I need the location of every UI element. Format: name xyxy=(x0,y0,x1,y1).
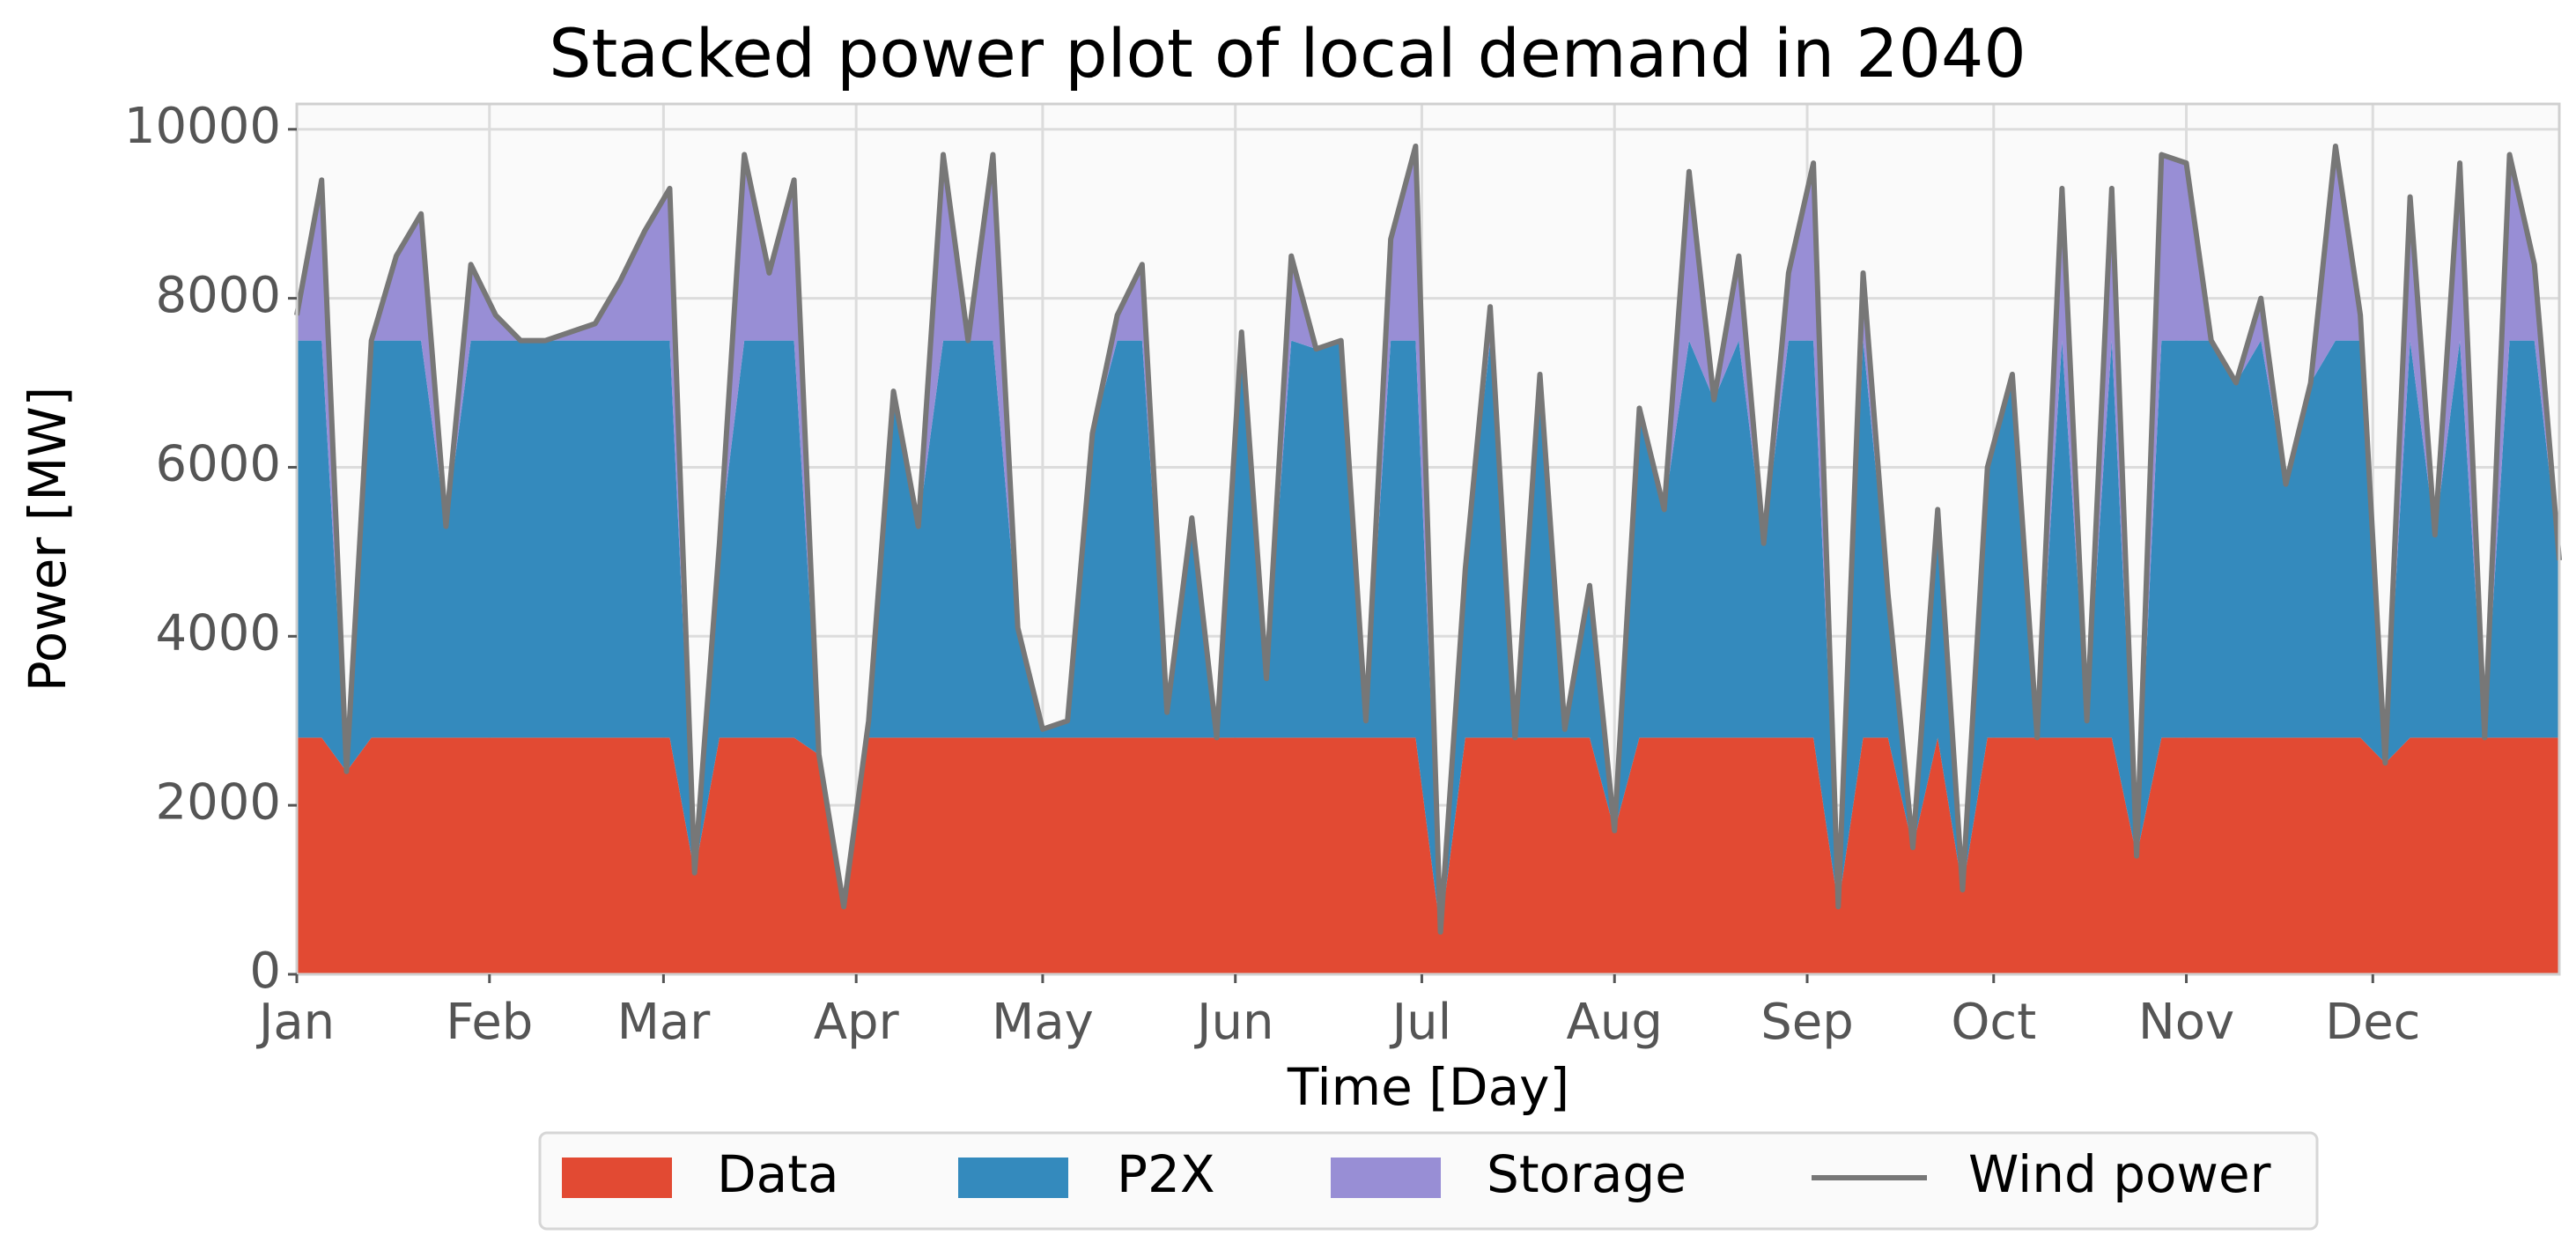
chart-title: Stacked power plot of local demand in 20… xyxy=(549,14,2026,92)
stacked-area xyxy=(297,340,2559,933)
plot-frame xyxy=(295,102,2561,976)
x-tick-label: Apr xyxy=(814,994,900,1051)
x-tick-label: Aug xyxy=(1567,994,1663,1051)
line xyxy=(294,143,2562,936)
legend-label: Storage xyxy=(1487,1144,1687,1204)
x-tick-label: Dec xyxy=(2325,994,2420,1051)
y-tick-label: 2000 xyxy=(155,773,281,831)
x-tick-label: Mar xyxy=(617,994,712,1051)
legend-swatch xyxy=(1331,1158,1441,1198)
y-tick-label: 6000 xyxy=(155,436,281,493)
x-tick-label: Jan xyxy=(256,994,335,1051)
x-tick-label: Sep xyxy=(1760,994,1854,1051)
ticks: 0 2000 4000 6000 8000 10000 Jan Feb Mar Apr May Jun… xyxy=(124,98,2421,1051)
legend-label: Wind power xyxy=(1968,1144,2271,1204)
x-tick-label: Oct xyxy=(1951,994,2036,1051)
legend: Data P2X Storage Wind power xyxy=(562,1144,2271,1204)
y-tick-label: 0 xyxy=(249,943,281,1000)
legend-label: P2X xyxy=(1117,1144,1215,1204)
y-tick-label: 8000 xyxy=(155,267,281,324)
y-tick-label: 4000 xyxy=(155,604,281,662)
legend-label: Data xyxy=(717,1144,839,1204)
legend-swatch xyxy=(958,1158,1068,1198)
y-tick-label: 10000 xyxy=(124,98,281,155)
areas xyxy=(294,143,2562,974)
x-tick-label: Nov xyxy=(2138,994,2234,1051)
y-axis-label: Power [MW] xyxy=(18,387,78,692)
legend-swatch xyxy=(562,1158,672,1198)
x-axis-label: Time [Day] xyxy=(1287,1057,1569,1117)
x-tick-label: Jul xyxy=(1390,994,1452,1051)
x-tick-label: May xyxy=(992,994,1094,1051)
x-tick-label: Jun xyxy=(1194,994,1274,1051)
x-tick-label: Feb xyxy=(446,994,533,1051)
stacked-area xyxy=(297,737,2559,974)
